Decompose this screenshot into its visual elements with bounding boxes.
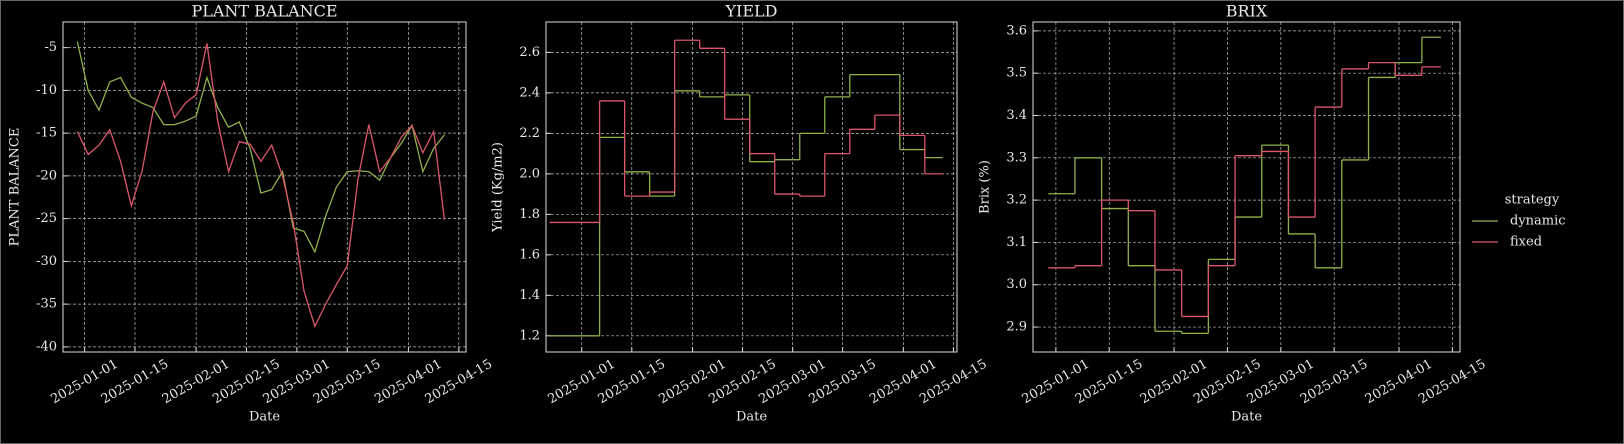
y-axis-label: Yield (Kg/m2) bbox=[491, 142, 506, 233]
y-tick-label: 2.2 bbox=[519, 126, 540, 141]
y-tick-label: 3.0 bbox=[1006, 277, 1027, 292]
series-line bbox=[76, 41, 445, 254]
y-tick-label: -10 bbox=[36, 83, 57, 98]
y-tick-label: 1.6 bbox=[519, 247, 540, 262]
axes-frame bbox=[1032, 21, 1461, 353]
y-tick-label: 3.6 bbox=[1006, 23, 1027, 38]
legend-label: dynamic bbox=[1510, 214, 1566, 229]
y-tick-label: -25 bbox=[36, 211, 57, 226]
y-tick-label: -20 bbox=[36, 168, 57, 183]
axes-frame bbox=[545, 21, 958, 353]
y-tick-label: -35 bbox=[36, 297, 57, 312]
legend-label: fixed bbox=[1510, 235, 1542, 250]
y-tick-label: 3.4 bbox=[1006, 108, 1027, 123]
x-axis-label: Date bbox=[736, 410, 767, 425]
y-tick-label: 2.6 bbox=[519, 45, 540, 60]
y-tick-label: 1.4 bbox=[519, 288, 540, 303]
y-tick-label: 3.5 bbox=[1006, 66, 1027, 81]
chart-title: PLANT BALANCE bbox=[191, 2, 337, 21]
y-tick-label: 3.2 bbox=[1006, 193, 1027, 208]
y-tick-label: -5 bbox=[44, 40, 57, 55]
x-axis-label: Date bbox=[1231, 410, 1262, 425]
y-tick-label: 2.9 bbox=[1006, 320, 1027, 335]
y-tick-label: 2.0 bbox=[519, 166, 540, 181]
y-tick-label: -40 bbox=[36, 339, 57, 354]
y-tick-label: 1.8 bbox=[519, 207, 540, 222]
axes-frame bbox=[62, 21, 467, 353]
legend-title: strategy bbox=[1505, 193, 1560, 208]
y-tick-label: -30 bbox=[36, 254, 57, 269]
y-axis-label: Brix (%) bbox=[978, 160, 993, 214]
y-tick-label: 1.2 bbox=[519, 328, 540, 343]
y-tick-label: -15 bbox=[36, 126, 57, 141]
y-tick-label: 2.4 bbox=[519, 85, 540, 100]
y-tick-label: 3.3 bbox=[1006, 150, 1027, 165]
chart-title: YIELD bbox=[724, 2, 777, 21]
y-axis-label: PLANT BALANCE bbox=[8, 128, 23, 247]
series-line bbox=[76, 43, 446, 329]
y-tick-label: 3.1 bbox=[1006, 235, 1027, 250]
x-axis-label: Date bbox=[249, 410, 280, 425]
chart-title: BRIX bbox=[1226, 2, 1268, 21]
